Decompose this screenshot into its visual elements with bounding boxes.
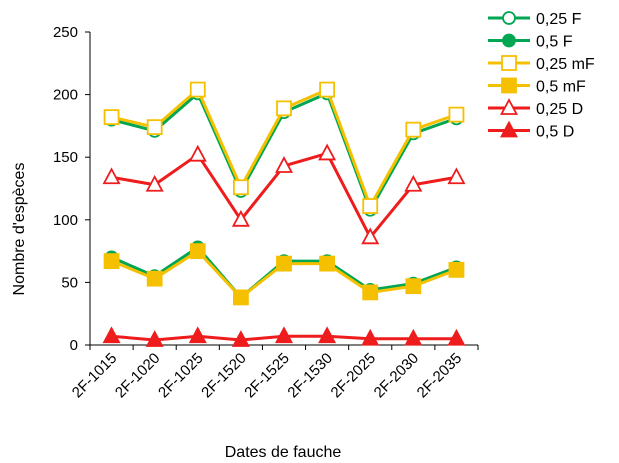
y-tick-label: 0 [70,337,78,354]
y-axis-title: Nombre d'espèces [11,163,28,296]
data-point [361,328,380,346]
legend-item: 0,5 mF [488,77,586,96]
x-tick-label: 2F-2035 [414,350,466,402]
x-tick-label: 2F-1520 [198,350,250,402]
legend-marker [499,120,519,138]
x-tick-label: 2F-1015 [69,350,121,402]
y-tick-label: 50 [61,274,78,291]
legend-label: 0,25 F [536,11,582,28]
legend-marker [502,11,516,25]
data-point [405,278,422,295]
legend-item: 0,5 F [488,34,573,51]
x-tick-label: 2F-1530 [284,350,336,402]
y-tick-label: 250 [53,24,78,41]
legend-item: 0,5 D [488,120,574,141]
legend-marker [501,55,517,71]
data-point [404,174,423,192]
legend-marker [502,33,516,48]
data-point [274,326,294,344]
x-tick-label: 2F-2025 [328,350,380,402]
data-point [362,198,379,214]
legend-label: 0,5 mF [536,79,586,96]
y-tick-label: 200 [53,87,78,104]
data-point [188,144,207,162]
series-4 [103,243,465,306]
data-point [188,326,207,344]
data-point [231,209,250,227]
data-point [447,328,466,346]
legend-marker [499,98,519,115]
data-point [361,227,380,245]
x-tick-label: 2F-1525 [241,350,293,402]
data-point [232,179,249,196]
series-5 [102,143,466,245]
legend: 0,25 F 0,5 F 0,25 mF 0,5 mF 0,25 D 0,5 D [488,11,595,141]
data-point [102,326,121,344]
data-point [318,143,337,161]
series-layer [102,81,466,347]
series-6 [102,326,466,347]
data-point [103,253,120,270]
data-point [448,261,465,278]
data-point [231,330,250,347]
data-point [145,174,164,192]
data-point [102,167,121,185]
data-point [274,156,294,173]
data-point [189,81,206,98]
y-axis-ticks: 0 50 100 150 200 250 [53,24,90,354]
legend-marker [501,77,517,94]
x-tick-label: 2F-1020 [112,350,164,402]
series-3 [103,81,465,214]
x-axis-ticks: 2F-10152F-10202F-10252F-15202F-15252F-15… [69,345,479,402]
legend-label: 0,25 mF [536,56,595,73]
x-tick-label: 2F-2030 [371,350,423,402]
legend-item: 0,25 F [488,11,582,28]
legend-label: 0,5 F [536,34,573,51]
x-tick-label: 2F-1025 [155,350,207,402]
data-point [276,100,292,117]
data-point [319,255,336,272]
legend-label: 0,25 D [536,101,583,118]
data-point [404,328,423,346]
data-point [319,81,336,98]
data-point [146,270,163,287]
data-point [276,255,292,272]
y-tick-label: 150 [53,149,78,166]
data-point [189,243,206,260]
data-point [405,121,422,138]
data-point [146,119,163,136]
data-point [318,326,337,344]
data-point [103,109,120,126]
data-point [448,106,465,123]
data-point [447,167,466,185]
y-tick-label: 100 [53,212,78,229]
x-axis-title: Dates de fauche [225,444,342,461]
legend-label: 0,5 D [536,124,574,141]
data-point [232,289,249,306]
legend-item: 0,25 mF [488,55,595,73]
data-point [145,330,164,347]
data-point [362,284,379,301]
legend-item: 0,25 D [488,98,583,118]
